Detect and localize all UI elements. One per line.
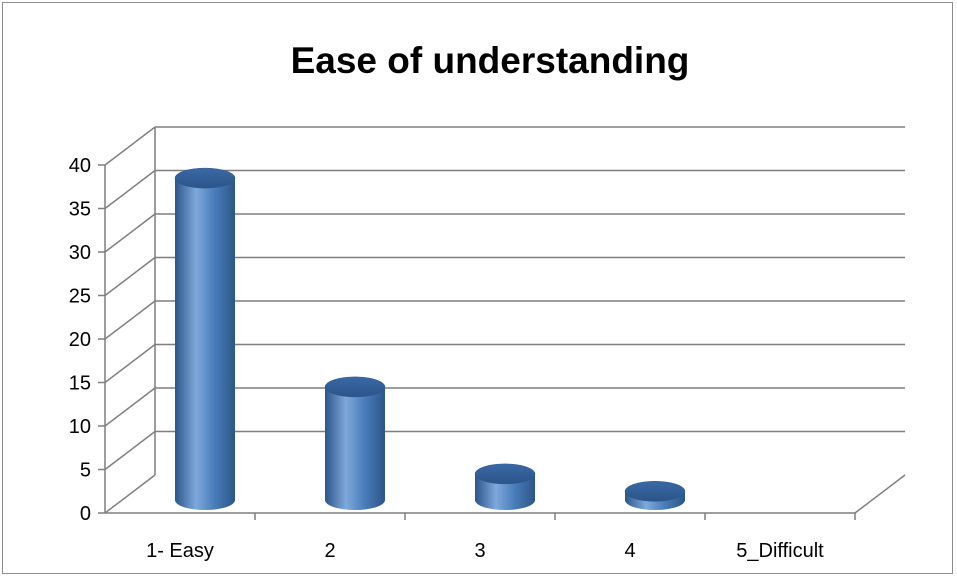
floor-left-edge [104, 474, 156, 514]
bar [474, 463, 536, 510]
bar [624, 481, 686, 510]
gridline-side [104, 387, 156, 427]
bar-body [175, 178, 235, 510]
y-tick-label: 15 [69, 373, 91, 395]
gridline-side [104, 256, 156, 297]
x-tick-label: 5_Difficult [736, 540, 824, 562]
chart-title: Ease of understanding [291, 40, 690, 81]
bar-cap [624, 481, 686, 502]
gridline-side [104, 430, 156, 471]
bar-cap [474, 463, 536, 485]
y-tick-label: 0 [80, 503, 91, 525]
x-tick-label: 1- Easy [146, 540, 214, 562]
gridline-side [104, 126, 156, 166]
x-tick-label: 3 [474, 540, 485, 562]
bar-body [475, 473, 535, 510]
gridline-side [104, 300, 156, 340]
axes [98, 127, 906, 520]
tick-labels: 0 5 10 15 20 25 30 35 40 1- Easy 2 3 4 5_Difficult [69, 155, 824, 562]
x-tick-label: 2 [324, 540, 335, 562]
bar [324, 376, 386, 510]
bar-body [325, 386, 385, 510]
x-tick-label: 4 [624, 540, 635, 562]
y-tick-label: 5 [80, 460, 91, 482]
x-axis-right-edge [854, 474, 906, 514]
gridline-side [104, 343, 156, 384]
gridline-side [104, 213, 156, 253]
y-tick-label: 35 [69, 199, 91, 221]
bar-cap [174, 167, 236, 189]
y-tick-label: 25 [69, 286, 91, 308]
bar [174, 167, 236, 510]
gridlines [104, 126, 905, 471]
y-tick-label: 40 [69, 155, 91, 177]
y-tick-label: 30 [69, 242, 91, 264]
gridline-side [104, 169, 156, 210]
y-tick-label: 10 [69, 416, 91, 438]
bars [174, 167, 686, 510]
bar-cap [324, 376, 386, 398]
y-tick-label: 20 [69, 329, 91, 351]
